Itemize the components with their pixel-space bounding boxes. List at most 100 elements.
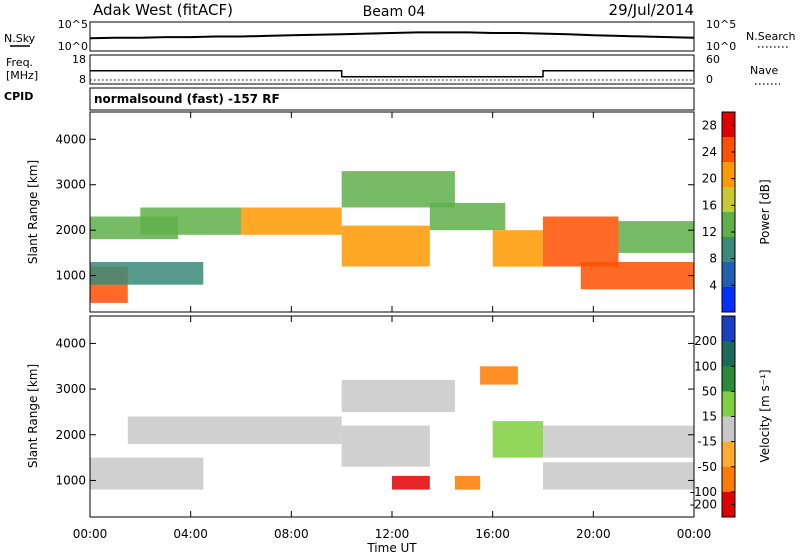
velocity-colorbar-tick-label: 100 xyxy=(694,359,717,373)
velocity-ytick-label: 4000 xyxy=(55,336,86,350)
velocity-colorbar-tick-label: -50 xyxy=(697,460,717,474)
time-xlabel: Time UT xyxy=(366,541,417,554)
velocity-colorbar-swatch xyxy=(722,316,735,342)
velocity-cbar-label: Velocity [m s⁻¹] xyxy=(758,369,772,462)
power-ytick-label: 4000 xyxy=(55,132,86,146)
power-colorbar-swatch xyxy=(722,137,735,163)
velocity-echo-band-7 xyxy=(492,421,543,458)
power-ytick-label: 3000 xyxy=(55,178,86,192)
freq-tick-bottom: 8 xyxy=(79,73,86,86)
velocity-echo-band-4 xyxy=(392,475,430,490)
nave-tick-bottom: 0 xyxy=(706,73,713,86)
velocity-colorbar: 200 100 50 15 -15 -50 -100-200 xyxy=(690,315,736,518)
velocity-colorbar-swatch xyxy=(722,466,735,493)
noise-tick-top-right: 10^5 xyxy=(706,18,736,31)
power-ylabel: Slant Range [km] xyxy=(26,160,40,264)
power-colorbar-swatch xyxy=(722,287,735,313)
power-echo-band-3 xyxy=(140,207,241,235)
velocity-colorbar-tick-label: 200 xyxy=(694,334,717,348)
power-colorbar-tick-label: 24 xyxy=(702,145,717,159)
power-axis: 1000 2000 3000 4000 xyxy=(55,132,694,283)
noise-tick-bottom-right: 10^0 xyxy=(706,40,736,53)
cpid-panel-frame xyxy=(89,87,695,111)
power-echo-band-1 xyxy=(90,262,204,285)
power-colorbar-tick-label: 12 xyxy=(702,225,717,239)
velocity-echo-band-6 xyxy=(480,366,518,385)
time-tick-label: 08:00 xyxy=(274,527,309,541)
nave-label: Nave xyxy=(750,64,778,77)
velocity-colorbar-tick-label: -200 xyxy=(690,497,717,511)
power-colorbar-tick-label: 28 xyxy=(702,118,717,132)
power-cbar-label: Power [dB] xyxy=(758,179,772,244)
power-colorbar-tick-label: 20 xyxy=(702,172,717,186)
velocity-colorbar-tick-label: 15 xyxy=(702,410,717,424)
cpid-label: CPID xyxy=(4,90,33,103)
nsky-label: N.Sky xyxy=(4,32,36,45)
power-echo-band-10 xyxy=(580,262,695,290)
power-echo-band-4 xyxy=(241,207,342,235)
velocity-echo-band-3 xyxy=(341,380,455,412)
velocity-colorbar-tick-label: -100 xyxy=(690,485,717,499)
velocity-colorbar-swatch xyxy=(722,416,735,443)
velocity-colorbar-tick-label: -15 xyxy=(697,435,717,449)
velocity-axis: 1000 2000 3000 4000 xyxy=(55,336,694,487)
power-heatmap xyxy=(90,171,695,303)
power-colorbar-tick-label: 16 xyxy=(702,198,717,212)
velocity-echo-band-2 xyxy=(341,425,430,467)
time-tick-label: 04:00 xyxy=(173,527,208,541)
velocity-echo-band-9 xyxy=(543,425,694,458)
power-colorbar-frame xyxy=(721,111,736,313)
velocity-ytick-label: 1000 xyxy=(55,473,86,487)
power-colorbar-swatch xyxy=(722,187,735,213)
time-tick-label: 20:00 xyxy=(576,527,611,541)
power-colorbar-swatch xyxy=(722,237,735,263)
velocity-heatmap xyxy=(90,366,694,490)
power-echo-band-6 xyxy=(341,171,455,208)
velocity-colorbar-swatch xyxy=(722,441,735,468)
velocity-echo-band-1 xyxy=(127,416,342,444)
freq-series xyxy=(90,70,694,78)
noise-tick-top-left: 10^5 xyxy=(58,18,88,31)
time-tick-label: 00:00 xyxy=(677,527,712,541)
velocity-colorbar-swatch xyxy=(722,391,735,417)
power-colorbar-swatch xyxy=(722,112,735,138)
time-axis: 00:00 04:00 08:00 12:00 16:00 20:00 00:00 xyxy=(73,112,712,541)
noise-tick-bottom-left: 10^0 xyxy=(58,40,88,53)
freq-label: Freq. xyxy=(6,56,33,69)
power-colorbar: 4 8 12 16 20 24 28 xyxy=(702,111,736,313)
power-echo-band-11 xyxy=(618,221,694,253)
time-tick-label: 12:00 xyxy=(375,527,410,541)
power-echo-band-9 xyxy=(543,216,619,267)
power-echo-band-7 xyxy=(429,202,506,231)
noise-panel-frame xyxy=(89,21,695,52)
noise-sky-series xyxy=(89,31,695,40)
power-ytick-label: 2000 xyxy=(55,223,86,237)
velocity-ytick-label: 3000 xyxy=(55,382,86,396)
time-tick-label: 00:00 xyxy=(73,527,108,541)
power-echo-band-8 xyxy=(492,230,543,267)
freq-panel-frame xyxy=(89,54,695,85)
power-colorbar-tick-label: 4 xyxy=(709,278,717,292)
nave-tick-top: 60 xyxy=(706,53,720,66)
velocity-colorbar-swatch xyxy=(722,341,735,367)
cpid-text: normalsound (fast) -157 RF xyxy=(94,92,280,106)
power-colorbar-swatch xyxy=(722,262,735,288)
power-colorbar-swatch xyxy=(722,162,735,188)
freq-unit-label: [MHz] xyxy=(6,69,38,82)
velocity-colorbar-tick-label: 50 xyxy=(702,384,717,398)
velocity-ylabel: Slant Range [km] xyxy=(26,364,40,468)
velocity-ytick-label: 2000 xyxy=(55,428,86,442)
date-title: 29/Jul/2014 xyxy=(609,1,694,19)
power-echo-band-5 xyxy=(341,225,430,267)
nsearch-label: N.Search xyxy=(746,30,796,43)
velocity-colorbar-swatch xyxy=(722,366,735,392)
power-colorbar-tick-label: 8 xyxy=(709,252,717,266)
power-colorbar-swatch xyxy=(722,212,735,238)
station-title: Adak West (fitACF) xyxy=(93,1,233,19)
velocity-colorbar-swatch xyxy=(722,491,735,518)
velocity-echo-band-8 xyxy=(543,462,694,490)
velocity-echo-band-5 xyxy=(454,475,481,490)
power-ytick-label: 1000 xyxy=(55,269,86,283)
freq-tick-top: 18 xyxy=(72,53,86,66)
